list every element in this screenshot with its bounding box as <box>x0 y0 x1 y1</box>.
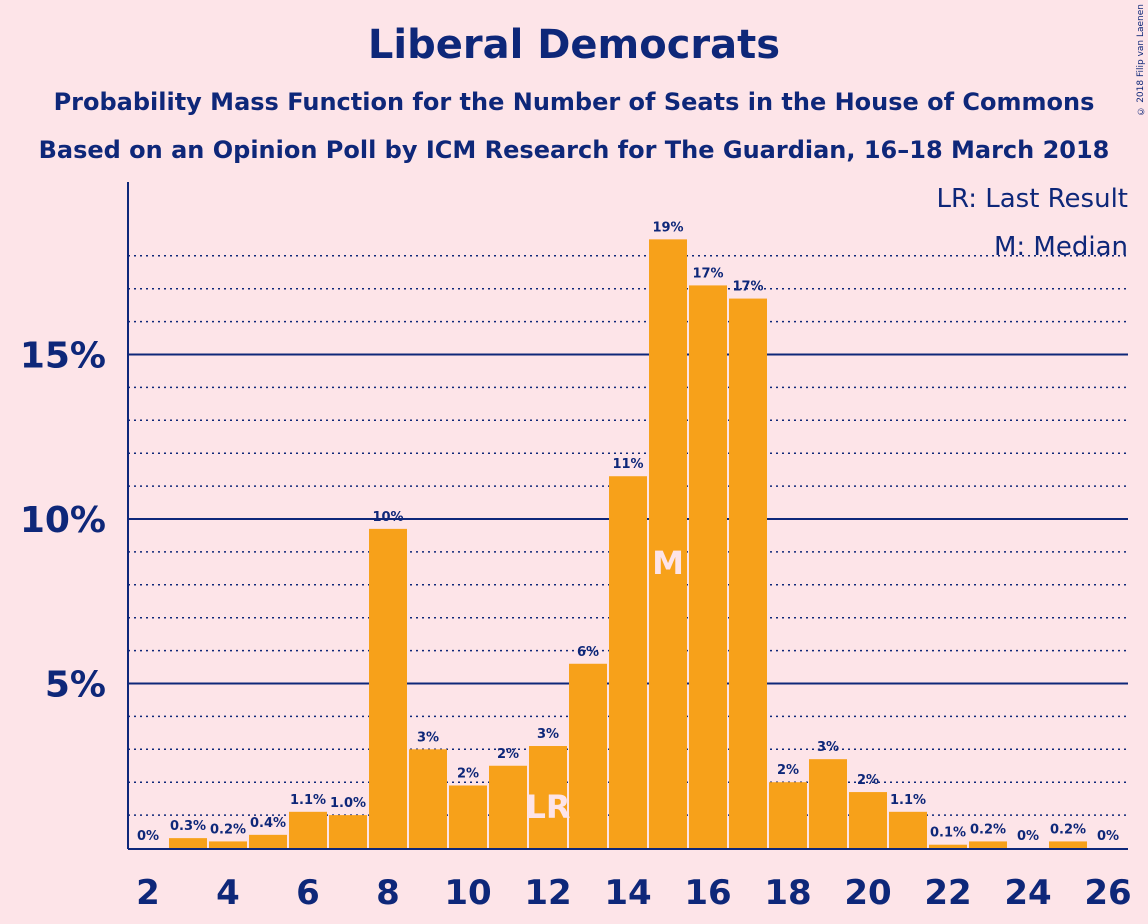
bar <box>569 663 607 848</box>
bar <box>449 785 487 848</box>
data-label: 0.2% <box>210 822 246 837</box>
data-label: 2% <box>857 773 879 788</box>
bar <box>1049 841 1087 848</box>
data-label: 17% <box>692 266 723 281</box>
data-label: 1.1% <box>890 793 926 808</box>
chart-subtitle-source: Based on an Opinion Poll by ICM Research… <box>38 136 1110 164</box>
bar <box>249 834 287 848</box>
bar <box>609 476 647 848</box>
data-label: 0.4% <box>250 816 286 831</box>
data-label: 10% <box>372 510 403 525</box>
x-tick-label: 26 <box>1084 873 1131 913</box>
bar <box>849 792 887 848</box>
data-label: 3% <box>817 740 839 755</box>
x-tick-label: 20 <box>844 873 891 913</box>
data-label: 2% <box>777 763 799 778</box>
y-tick-label: 15% <box>20 336 106 377</box>
bar <box>329 815 367 848</box>
y-tick-label: 10% <box>20 500 106 541</box>
x-tick-label: 24 <box>1004 873 1051 913</box>
data-label: 0% <box>1097 829 1119 844</box>
median-marker: M <box>652 544 684 582</box>
bar <box>529 746 567 848</box>
data-label: 1.0% <box>330 796 366 811</box>
data-label: 2% <box>457 766 479 781</box>
bar <box>929 844 967 848</box>
x-tick-label: 14 <box>604 873 651 913</box>
bar <box>489 765 527 848</box>
x-tick-label: 22 <box>924 873 971 913</box>
data-label: 19% <box>652 220 683 235</box>
bar <box>649 239 687 849</box>
x-tick-label: 6 <box>296 873 320 913</box>
data-label: 0% <box>137 829 159 844</box>
bar <box>209 841 247 848</box>
data-label: 17% <box>732 280 763 295</box>
x-tick-label: 10 <box>444 873 491 913</box>
bar <box>769 782 807 848</box>
bar <box>809 759 847 848</box>
bar <box>969 841 1007 848</box>
x-tick-label: 4 <box>216 873 240 913</box>
chart-subtitle: Probability Mass Function for the Number… <box>53 88 1095 116</box>
bar <box>369 528 407 848</box>
x-tick-label: 12 <box>524 873 571 913</box>
x-tick-label: 2 <box>136 873 160 913</box>
data-label: 0.2% <box>1050 822 1086 837</box>
data-label: 6% <box>577 645 599 660</box>
data-label: 0.1% <box>930 826 966 841</box>
bar <box>169 838 207 848</box>
y-tick-label: 5% <box>45 665 106 706</box>
bar <box>409 749 447 848</box>
data-label: 0.2% <box>970 822 1006 837</box>
last-result-marker: LR <box>525 788 570 826</box>
bar <box>689 285 727 848</box>
data-label: 3% <box>537 727 559 742</box>
bar <box>729 298 767 848</box>
data-label: 11% <box>612 457 643 472</box>
x-tick-label: 18 <box>764 873 811 913</box>
x-tick-label: 16 <box>684 873 731 913</box>
data-label: 0% <box>1017 829 1039 844</box>
bar <box>289 811 327 848</box>
legend-last-result: LR: Last Result <box>936 184 1128 214</box>
legend-median: M: Median <box>993 232 1128 262</box>
x-tick-label: 8 <box>376 873 400 913</box>
data-label: 1.1% <box>290 793 326 808</box>
data-label: 0.3% <box>170 819 206 834</box>
data-label: 2% <box>497 747 519 762</box>
data-label: 3% <box>417 730 439 745</box>
chart-title: Liberal Democrats <box>367 22 781 68</box>
bar <box>889 811 927 848</box>
